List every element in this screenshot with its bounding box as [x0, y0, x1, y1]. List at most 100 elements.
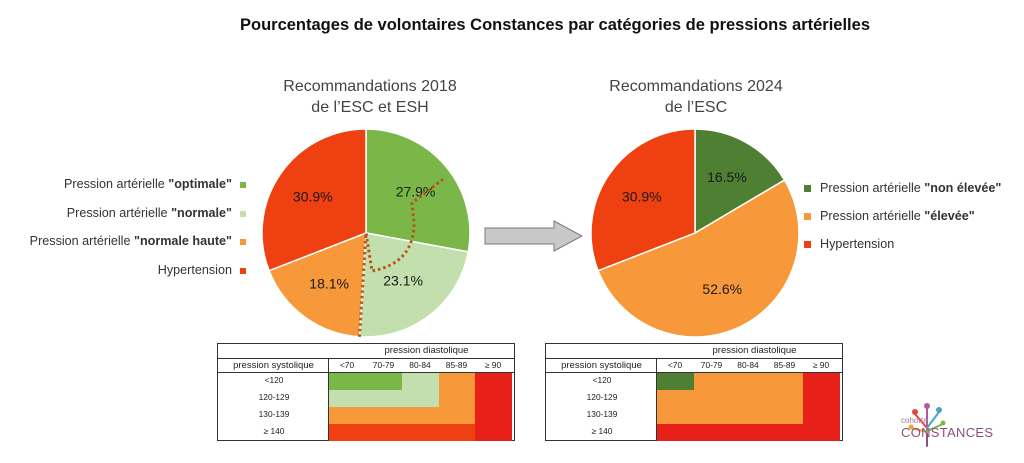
pie-2018-label-3: 30.9% [293, 189, 333, 205]
table-2018-cell-0-2 [402, 373, 439, 390]
legend-2024-swatch-2 [804, 241, 811, 249]
table-2024-row-label-0: <120 [592, 375, 612, 385]
table-2024-cell-2-3 [766, 407, 804, 424]
table-2024-cell-3-3 [766, 424, 804, 441]
pie-2018-title: Recommandations 2018 de l’ESC et ESH [260, 76, 480, 118]
table-2018-cell-3-1 [365, 424, 403, 441]
table-2018-cell-1-4 [475, 390, 512, 407]
table-2024-cell-1-1 [693, 390, 731, 407]
legend-2018-item-0: Pression artérielle "optimale" [64, 177, 246, 191]
pie-2018-annotation-dotted-line [357, 176, 447, 337]
pie-2018-slices [261, 128, 471, 338]
legend-2018-item-1: Pression artérielle "normale" [67, 206, 246, 220]
table-2024-col-label-3: 85-89 [773, 360, 796, 370]
pie-2018-label-0: 27.9% [396, 184, 436, 200]
pie-2024-slice-0 [694, 128, 786, 235]
legend-2024-swatch-1 [804, 213, 811, 221]
pie-2024-slice-1 [597, 179, 800, 338]
legend-2018-swatch-1 [240, 210, 246, 217]
table-2024-cell-3-0 [657, 424, 694, 441]
pie-2018-title-line1: Recommandations 2018 [283, 78, 457, 95]
pie-2018-slice-1 [358, 232, 470, 338]
legend-2018-label-prefix-3: Hypertension [157, 263, 232, 277]
legend-2024-label-2: Hypertension [820, 237, 894, 251]
pie-2024-slices [590, 128, 800, 338]
legend-2024-label-prefix-1: Pression artérielle [820, 209, 925, 223]
table-2018-header-line [218, 358, 514, 359]
legend-2024-label-0: Pression artérielle "non élevée" [820, 181, 1001, 195]
table-2018-cell-2-1 [365, 407, 403, 424]
constances-logo-icon [908, 403, 946, 447]
table-2024-cell-2-1 [693, 407, 731, 424]
table-2018-row-label-1: 120-129 [258, 392, 290, 402]
pie-2018-label-1: 23.1% [383, 273, 423, 289]
legend-2018-swatch-3 [240, 267, 246, 274]
table-2018-cell-1-1 [365, 390, 403, 407]
table-2024-cell-3-1 [693, 424, 731, 441]
table-2018-cell-3-4 [475, 424, 512, 441]
pie-2024-title-line2: de l’ESC [664, 99, 728, 116]
table-2018-col-label-4: ≥ 90 [484, 360, 502, 370]
table-2018-diastolic-header: pression diastolique [384, 345, 469, 356]
table-2018-col-label-0: <70 [339, 360, 355, 370]
table-2018-col-label-1: 70-79 [372, 360, 395, 370]
table-2018-cell-0-1 [365, 373, 403, 390]
table-2018-cell-2-2 [402, 407, 439, 424]
table-2018-cell-1-3 [438, 390, 476, 407]
table-2018-cell-3-0 [329, 424, 366, 441]
legend-2024-item-2: Hypertension [804, 237, 894, 251]
table-2018-cell-0-3 [438, 373, 476, 390]
legend-2024-label-1: Pression artérielle "élevée" [820, 209, 975, 223]
pie-2024-label-0: 16.5% [707, 169, 747, 185]
table-2024-cell-2-0 [657, 407, 694, 424]
bp-grid-table-2018: pression diastolique pression systolique <… [217, 343, 515, 441]
legend-2024-swatch-0 [804, 185, 811, 193]
table-2024-cell-0-1 [693, 373, 731, 390]
table-2018-row-label-2: 130-139 [258, 409, 290, 419]
table-2024-cell-2-2 [730, 407, 767, 424]
legend-2018-item-2: Pression artérielle "normale haute" [30, 234, 246, 248]
logo-small-text: cohorte [901, 416, 928, 425]
pie-2018-slice-2 [268, 231, 367, 338]
table-2018-cell-1-0 [329, 390, 366, 407]
table-2024-row-label-3: ≥ 140 [591, 426, 613, 436]
table-2018-subheader-line [218, 372, 514, 373]
table-2024-systolic-header: pression systolique [561, 360, 642, 371]
table-2024-row-label-2: 130-139 [586, 409, 618, 419]
table-2024-cell-0-4 [803, 373, 840, 390]
legend-2024-label-prefix-2: Hypertension [820, 237, 895, 251]
table-2024-cell-1-4 [803, 390, 840, 407]
pie-2024-title-line1: Recommandations 2024 [609, 78, 783, 95]
table-2024-cell-1-2 [730, 390, 767, 407]
table-2018-row-label-3: ≥ 140 [263, 426, 285, 436]
legend-2018-item-3: Hypertension [158, 263, 246, 277]
table-2018-cell-1-2 [402, 390, 439, 407]
logo-big-text: CONSTANCES [901, 425, 994, 440]
table-2024-cell-3-4 [803, 424, 840, 441]
table-2024-subheader-line [546, 372, 842, 373]
pie-2018-label-2: 18.1% [309, 275, 349, 291]
table-2024-col-label-1: 70-79 [700, 360, 723, 370]
legend-2018-label-3: Hypertension [158, 263, 232, 277]
pie-2024-label-2: 30.9% [622, 189, 662, 205]
table-2024-col-label-4: ≥ 90 [812, 360, 830, 370]
legend-2018-swatch-0 [240, 181, 246, 188]
legend-2024-label-prefix-0: Pression artérielle [820, 181, 925, 195]
legend-2018-label-prefix-1: Pression artérielle [66, 206, 172, 220]
legend-2018-label-bold-1: "normale" [171, 206, 232, 220]
page-title: Pourcentages de volontaires Constances p… [240, 16, 870, 34]
legend-2024-item-0: Pression artérielle "non élevée" [804, 181, 1001, 195]
table-2018-cell-3-2 [402, 424, 439, 441]
table-2018-cell-3-3 [438, 424, 476, 441]
legend-2018-label-prefix-2: Pression artérielle [29, 234, 134, 248]
table-2024-cell-1-0 [657, 390, 694, 407]
table-2024-cell-3-2 [730, 424, 767, 441]
table-2024-diastolic-header: pression diastolique [712, 345, 797, 356]
table-2018-cell-2-3 [438, 407, 476, 424]
legend-2018-label-1: Pression artérielle "normale" [67, 206, 232, 220]
legend-2024: Pression artérielle "non élevée" Pression… [804, 0, 1024, 463]
table-2024-vertical-line [656, 358, 657, 440]
table-2024-cell-0-2 [730, 373, 767, 390]
pie-2024-slice-2 [590, 128, 696, 272]
